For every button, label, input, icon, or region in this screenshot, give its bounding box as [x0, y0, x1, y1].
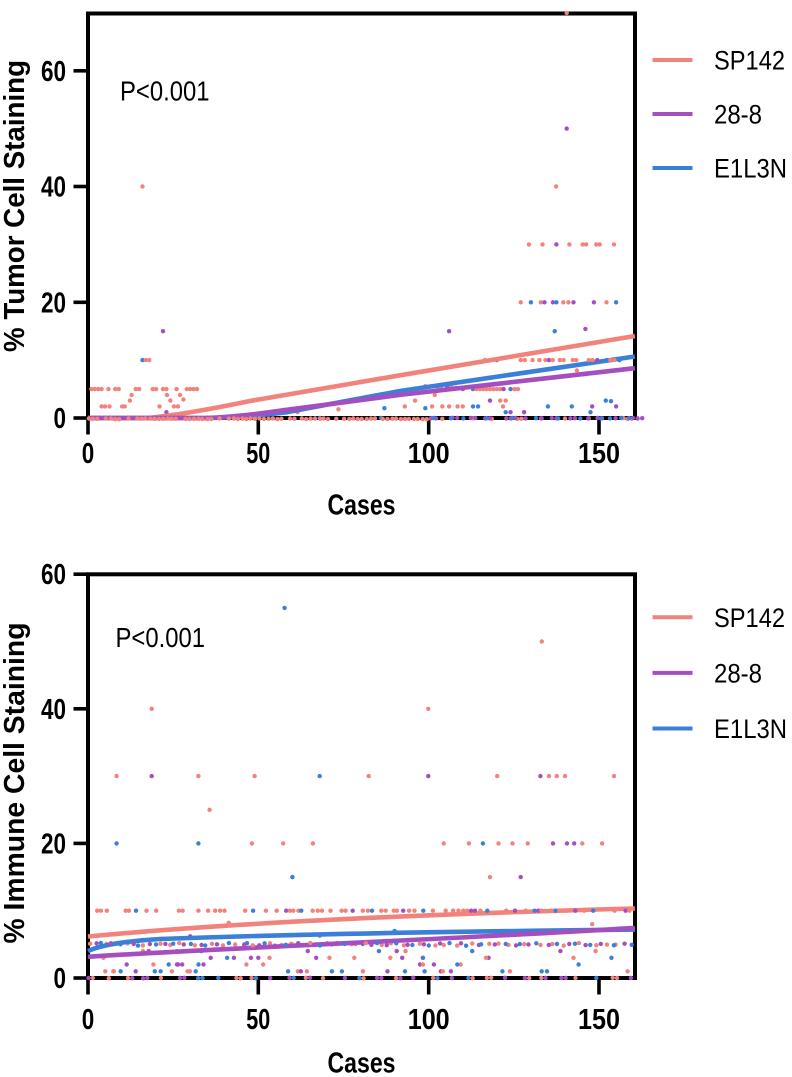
svg-text:P<0.001: P<0.001 [120, 76, 210, 107]
svg-text:40: 40 [41, 694, 66, 726]
svg-text:SP142: SP142 [714, 603, 785, 633]
svg-text:28-8: 28-8 [714, 658, 762, 688]
svg-text:40: 40 [41, 172, 66, 204]
svg-text:Cases: Cases [328, 1048, 396, 1077]
svg-text:150: 150 [578, 1004, 620, 1036]
svg-text:100: 100 [408, 1004, 450, 1036]
svg-text:50: 50 [246, 438, 270, 470]
svg-text:E1L3N: E1L3N [714, 154, 787, 184]
svg-text:150: 150 [578, 438, 620, 470]
svg-text:20: 20 [41, 287, 66, 319]
svg-text:0: 0 [82, 438, 95, 470]
svg-text:0: 0 [54, 963, 67, 995]
svg-text:SP142: SP142 [714, 46, 785, 76]
svg-text:Cases: Cases [328, 490, 396, 522]
svg-text:0: 0 [82, 1004, 95, 1036]
svg-text:28-8: 28-8 [714, 100, 762, 130]
svg-text:50: 50 [246, 1004, 270, 1036]
svg-text:% Immune Cell Staining: % Immune Cell Staining [0, 623, 31, 944]
svg-text:60: 60 [41, 56, 66, 88]
svg-text:100: 100 [408, 438, 450, 470]
svg-text:% Tumor Cell Staining: % Tumor Cell Staining [0, 60, 31, 352]
svg-text:0: 0 [54, 403, 67, 435]
svg-text:20: 20 [41, 828, 66, 860]
svg-text:P<0.001: P<0.001 [116, 622, 206, 653]
svg-text:E1L3N: E1L3N [714, 714, 787, 744]
svg-text:60: 60 [41, 559, 66, 591]
